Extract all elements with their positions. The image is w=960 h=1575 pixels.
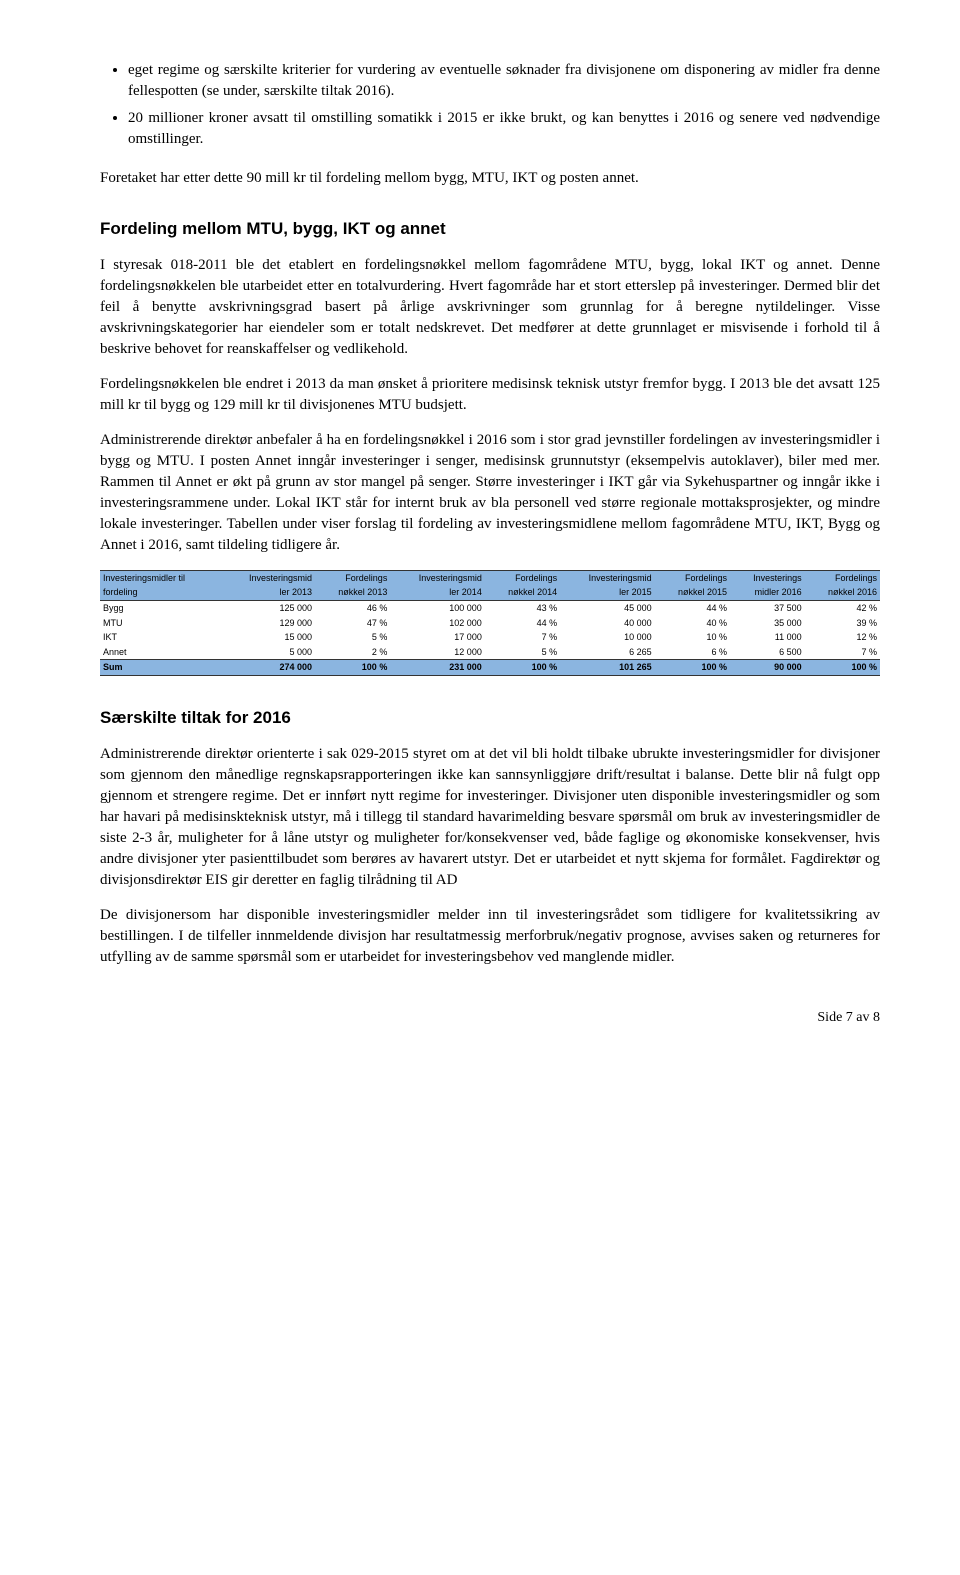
table-cell: 45 000 (560, 600, 655, 615)
table-header: Fordelings (315, 570, 390, 585)
table-cell: 90 000 (730, 660, 805, 676)
page-footer: Side 7 av 8 (100, 1008, 880, 1028)
table-cell: 125 000 (221, 600, 316, 615)
table-header: ler 2014 (390, 585, 485, 600)
table-cell: 7 % (485, 630, 560, 645)
table-cell: 46 % (315, 600, 390, 615)
table-cell: 100 % (315, 660, 390, 676)
table-row: IKT 15 000 5 % 17 000 7 % 10 000 10 % 11… (100, 630, 880, 645)
table-header: Investerings (730, 570, 805, 585)
table-cell: 43 % (485, 600, 560, 615)
table-cell: 44 % (485, 616, 560, 631)
table-cell: 12 000 (390, 645, 485, 660)
table-cell: Bygg (100, 600, 221, 615)
table-cell: 11 000 (730, 630, 805, 645)
table-cell: 40 % (655, 616, 730, 631)
table-header: ler 2013 (221, 585, 316, 600)
table-cell: 35 000 (730, 616, 805, 631)
table-cell: IKT (100, 630, 221, 645)
table-header: nøkkel 2014 (485, 585, 560, 600)
table-cell: 12 % (805, 630, 880, 645)
table-cell: 47 % (315, 616, 390, 631)
paragraph: Fordelingsnøkkelen ble endret i 2013 da … (100, 374, 880, 416)
section-heading: Fordeling mellom MTU, bygg, IKT og annet (100, 217, 880, 241)
table-cell: 10 000 (560, 630, 655, 645)
table-cell: 42 % (805, 600, 880, 615)
table-cell: 129 000 (221, 616, 316, 631)
table-header: midler 2016 (730, 585, 805, 600)
table-header-row: Investeringsmidler til Investeringsmid F… (100, 570, 880, 585)
table-header: nøkkel 2013 (315, 585, 390, 600)
table-cell: 6 265 (560, 645, 655, 660)
table-header: Investeringsmidler til (100, 570, 221, 585)
table-header: Investeringsmid (560, 570, 655, 585)
table-header: Investeringsmid (221, 570, 316, 585)
table-cell: 100 000 (390, 600, 485, 615)
table-header: nøkkel 2016 (805, 585, 880, 600)
table-row: MTU 129 000 47 % 102 000 44 % 40 000 40 … (100, 616, 880, 631)
table-row: Annet 5 000 2 % 12 000 5 % 6 265 6 % 6 5… (100, 645, 880, 660)
table-cell: 101 265 (560, 660, 655, 676)
table-cell: 6 % (655, 645, 730, 660)
table-sum-row: Sum 274 000 100 % 231 000 100 % 101 265 … (100, 660, 880, 676)
table-cell: 15 000 (221, 630, 316, 645)
table-row: Bygg 125 000 46 % 100 000 43 % 45 000 44… (100, 600, 880, 615)
table-header-row: fordeling ler 2013 nøkkel 2013 ler 2014 … (100, 585, 880, 600)
table-cell: MTU (100, 616, 221, 631)
table-cell: 6 500 (730, 645, 805, 660)
table-cell: 17 000 (390, 630, 485, 645)
table-cell: 231 000 (390, 660, 485, 676)
paragraph: Administrerende direktør anbefaler å ha … (100, 430, 880, 556)
table-cell: 5 % (485, 645, 560, 660)
bullet-list: eget regime og særskilte kriterier for v… (100, 60, 880, 150)
table-header: Fordelings (805, 570, 880, 585)
paragraph: Administrerende direktør orienterte i sa… (100, 744, 880, 891)
table-cell: 274 000 (221, 660, 316, 676)
table-cell: 10 % (655, 630, 730, 645)
table-cell: 7 % (805, 645, 880, 660)
bullet-item: 20 millioner kroner avsatt til omstillin… (128, 108, 880, 150)
table-cell: Annet (100, 645, 221, 660)
table-header: fordeling (100, 585, 221, 600)
table-cell: 2 % (315, 645, 390, 660)
table-cell: 37 500 (730, 600, 805, 615)
table-cell: 100 % (485, 660, 560, 676)
section-heading: Særskilte tiltak for 2016 (100, 706, 880, 730)
table-cell: 102 000 (390, 616, 485, 631)
paragraph: I styresak 018-2011 ble det etablert en … (100, 255, 880, 360)
table-header: Investeringsmid (390, 570, 485, 585)
table-cell: 40 000 (560, 616, 655, 631)
table-header: ler 2015 (560, 585, 655, 600)
table-cell: 100 % (655, 660, 730, 676)
table-cell: 5 000 (221, 645, 316, 660)
table-cell: 5 % (315, 630, 390, 645)
table-header: Fordelings (655, 570, 730, 585)
bullet-item: eget regime og særskilte kriterier for v… (128, 60, 880, 102)
table-cell: 39 % (805, 616, 880, 631)
investment-table: Investeringsmidler til Investeringsmid F… (100, 570, 880, 676)
table-header: Fordelings (485, 570, 560, 585)
table-cell: 100 % (805, 660, 880, 676)
paragraph: Foretaket har etter dette 90 mill kr til… (100, 168, 880, 189)
table-cell: Sum (100, 660, 221, 676)
table-header: nøkkel 2015 (655, 585, 730, 600)
paragraph: De divisjonersom har disponible invester… (100, 905, 880, 968)
table-cell: 44 % (655, 600, 730, 615)
